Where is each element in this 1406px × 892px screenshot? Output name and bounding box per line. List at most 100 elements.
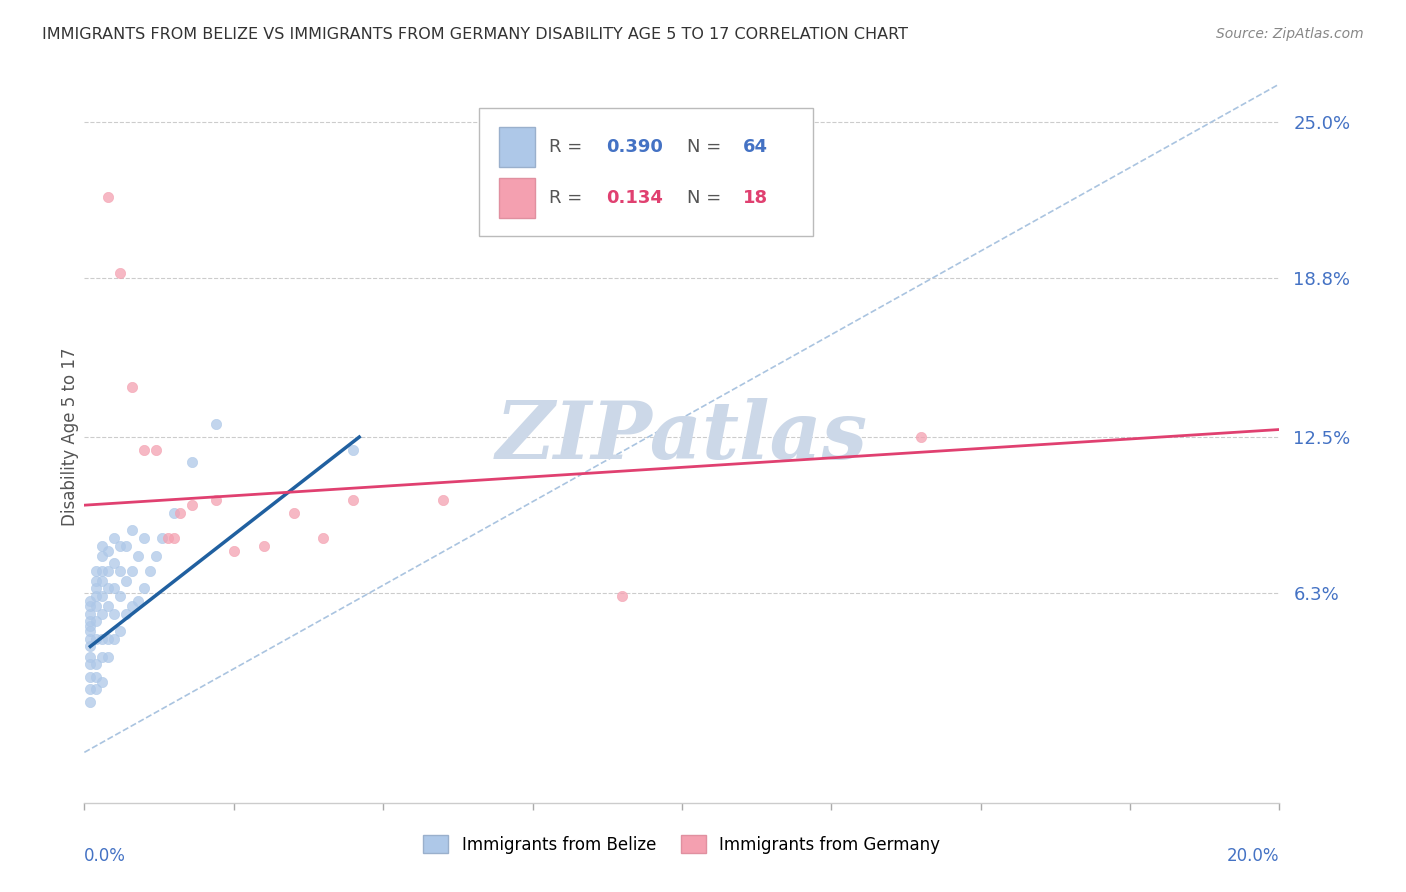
Point xyxy=(132,531,156,545)
Point xyxy=(205,417,228,432)
Point xyxy=(91,564,114,578)
FancyBboxPatch shape xyxy=(499,178,534,218)
Point xyxy=(342,442,364,457)
Point xyxy=(91,607,114,621)
Point xyxy=(79,695,101,709)
Point xyxy=(103,531,125,545)
Text: 0.134: 0.134 xyxy=(606,189,664,207)
Point xyxy=(79,599,101,613)
Point xyxy=(910,430,932,444)
Point xyxy=(103,582,125,596)
Point xyxy=(97,599,120,613)
Point xyxy=(121,524,143,538)
Point xyxy=(283,506,305,520)
Point xyxy=(86,670,108,684)
Point xyxy=(91,549,114,563)
Point xyxy=(205,493,228,508)
Point xyxy=(79,619,101,633)
Point xyxy=(169,506,191,520)
Point xyxy=(91,649,114,664)
Point xyxy=(163,506,186,520)
Text: R =: R = xyxy=(550,137,582,156)
Point xyxy=(91,632,114,646)
Text: 64: 64 xyxy=(742,137,768,156)
FancyBboxPatch shape xyxy=(499,127,534,167)
Point xyxy=(115,574,138,588)
Legend: Immigrants from Belize, Immigrants from Germany: Immigrants from Belize, Immigrants from … xyxy=(416,829,948,860)
Point xyxy=(612,589,634,603)
Point xyxy=(110,539,132,553)
Point xyxy=(91,574,114,588)
Point xyxy=(312,531,335,545)
Point xyxy=(163,531,186,545)
Point xyxy=(86,614,108,628)
Point xyxy=(86,574,108,588)
Point xyxy=(91,539,114,553)
Point xyxy=(432,493,454,508)
Point xyxy=(86,632,108,646)
Point xyxy=(110,266,132,280)
Point xyxy=(127,549,149,563)
Point xyxy=(86,582,108,596)
Point xyxy=(97,564,120,578)
Point xyxy=(150,531,173,545)
Point xyxy=(97,543,120,558)
Point xyxy=(103,632,125,646)
Point xyxy=(110,564,132,578)
Point xyxy=(79,607,101,621)
Point xyxy=(181,455,204,469)
Point xyxy=(121,564,143,578)
Point xyxy=(121,599,143,613)
Point xyxy=(110,589,132,603)
Point xyxy=(132,582,156,596)
Point xyxy=(157,531,180,545)
Point xyxy=(86,589,108,603)
Text: 0.390: 0.390 xyxy=(606,137,664,156)
Point xyxy=(79,640,101,654)
Point xyxy=(97,632,120,646)
Point xyxy=(97,190,120,204)
Point xyxy=(181,498,204,512)
Point xyxy=(91,674,114,689)
Point xyxy=(79,614,101,628)
Text: 20.0%: 20.0% xyxy=(1227,847,1279,864)
Point xyxy=(79,657,101,671)
Point xyxy=(79,649,101,664)
Point xyxy=(97,582,120,596)
Text: ZIPatlas: ZIPatlas xyxy=(496,399,868,475)
Point xyxy=(342,493,364,508)
Point xyxy=(79,682,101,697)
Point xyxy=(110,624,132,639)
Point xyxy=(103,607,125,621)
Point xyxy=(145,442,167,457)
Point xyxy=(97,649,120,664)
Text: 18: 18 xyxy=(742,189,768,207)
Text: 0.0%: 0.0% xyxy=(84,847,127,864)
Point xyxy=(115,607,138,621)
Point xyxy=(222,543,245,558)
Text: Source: ZipAtlas.com: Source: ZipAtlas.com xyxy=(1216,27,1364,41)
Point xyxy=(91,589,114,603)
Point xyxy=(86,657,108,671)
Text: IMMIGRANTS FROM BELIZE VS IMMIGRANTS FROM GERMANY DISABILITY AGE 5 TO 17 CORRELA: IMMIGRANTS FROM BELIZE VS IMMIGRANTS FRO… xyxy=(42,27,908,42)
Point xyxy=(121,379,143,393)
Point xyxy=(86,599,108,613)
Point xyxy=(79,624,101,639)
Point xyxy=(253,539,276,553)
Point xyxy=(79,632,101,646)
Point xyxy=(115,539,138,553)
Point xyxy=(86,564,108,578)
Point xyxy=(79,670,101,684)
Point xyxy=(132,442,156,457)
Point xyxy=(86,682,108,697)
Point xyxy=(145,549,167,563)
FancyBboxPatch shape xyxy=(479,108,814,236)
Point xyxy=(79,594,101,608)
Point xyxy=(139,564,162,578)
Text: N =: N = xyxy=(686,189,721,207)
Text: N =: N = xyxy=(686,137,721,156)
Point xyxy=(127,594,149,608)
Text: R =: R = xyxy=(550,189,582,207)
Y-axis label: Disability Age 5 to 17: Disability Age 5 to 17 xyxy=(62,348,80,526)
Point xyxy=(103,556,125,570)
